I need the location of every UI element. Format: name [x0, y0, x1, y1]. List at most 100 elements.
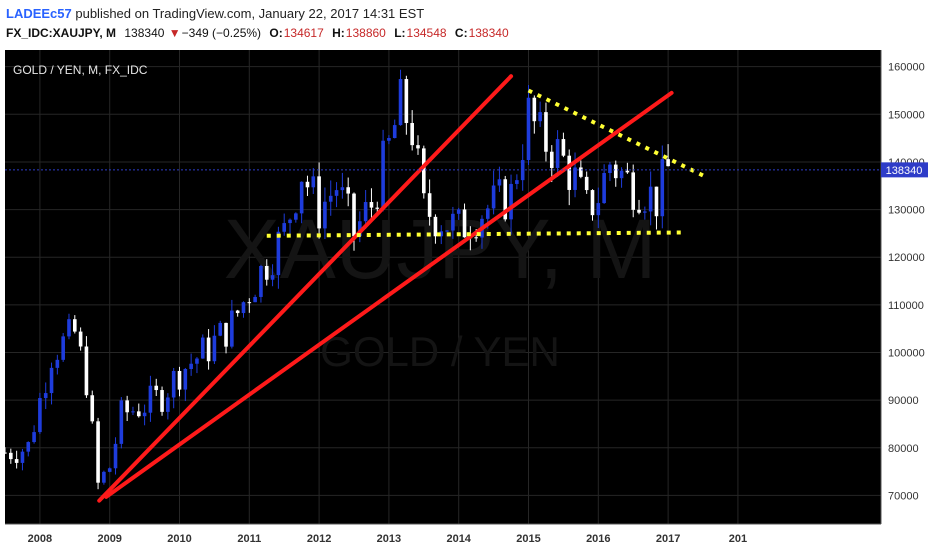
- x-tick-labels: 2008 2009 2010 2011 2012 2013 2014 2015 2016 2017…: [28, 533, 747, 545]
- candle-body: [212, 335, 217, 362]
- candle-body: [294, 213, 298, 220]
- candle-body: [49, 367, 54, 394]
- candle-body: [509, 183, 513, 220]
- open-value: 134617: [283, 26, 324, 40]
- candle-body: [398, 79, 403, 126]
- candle-body: [148, 385, 153, 413]
- x-tick-label: 201: [729, 533, 747, 545]
- candle-body: [666, 159, 670, 167]
- low-label: L:: [394, 26, 406, 40]
- candle-body: [218, 322, 223, 336]
- candle-body: [474, 237, 478, 239]
- candle-body: [619, 170, 624, 179]
- candle-body: [276, 231, 281, 276]
- candle-body: [497, 179, 502, 186]
- candle-body: [131, 411, 135, 413]
- y-axis[interactable]: [881, 50, 932, 524]
- candle-body: [241, 302, 246, 314]
- x-tick-label: 2011: [237, 533, 261, 545]
- candle-body: [602, 173, 606, 204]
- watermark-name: GOLD / YEN: [320, 328, 560, 375]
- trendline: [97, 74, 514, 503]
- candle-body: [369, 202, 374, 208]
- candle-body: [538, 112, 542, 122]
- candle-body: [317, 176, 321, 229]
- candle-body: [183, 369, 188, 390]
- watermark-symbol: XAUJPY, M: [224, 202, 657, 296]
- candle-body: [189, 363, 193, 370]
- candle-body: [375, 207, 380, 209]
- x-tick-label: 2012: [307, 533, 331, 545]
- candle-body: [282, 223, 287, 232]
- candle-body: [526, 97, 531, 161]
- publish-info: LADEEc57 published on TradingView.com, J…: [6, 6, 424, 21]
- candle-body: [404, 79, 409, 124]
- candle-body: [491, 185, 496, 209]
- y-tick-label: 160000: [888, 62, 925, 74]
- x-tick-label: 2016: [586, 533, 610, 545]
- candle-body: [381, 140, 385, 209]
- candle-body: [631, 172, 636, 210]
- y-tick-label: 80000: [888, 443, 919, 455]
- candle-body: [392, 125, 397, 139]
- price-chart[interactable]: XAUJPY, M GOLD / YEN GOLD / YEN, M, FX_I…: [0, 48, 932, 550]
- candle-body: [55, 359, 60, 368]
- last-price-tag: 138340: [881, 162, 928, 178]
- candle-body: [299, 181, 304, 214]
- candle-body: [387, 138, 391, 141]
- candle-body: [567, 155, 572, 190]
- candle-body: [311, 176, 316, 188]
- candle-body: [14, 459, 19, 463]
- candle-body: [206, 337, 211, 362]
- grid: [5, 50, 881, 524]
- candle-body: [346, 187, 350, 194]
- open-label: O:: [269, 26, 283, 40]
- last-price-tag-bg: [881, 162, 928, 178]
- candle-body: [67, 319, 71, 337]
- candle-body: [113, 443, 118, 469]
- candle-body: [90, 395, 95, 422]
- candle-body: [654, 186, 659, 217]
- candle-body: [230, 310, 234, 347]
- candle-body: [579, 167, 583, 177]
- dotted-level: [527, 88, 708, 179]
- candle-body: [235, 310, 240, 314]
- candle-body: [177, 370, 182, 390]
- x-tick-label: 2008: [28, 533, 52, 545]
- candle-body: [32, 432, 36, 443]
- candle-body: [340, 187, 345, 191]
- candle-body: [323, 201, 327, 229]
- candle-body: [3, 452, 7, 454]
- publish-text: published on TradingView.com, January 22…: [71, 6, 425, 21]
- candle-body: [608, 164, 612, 174]
- candle-body: [660, 159, 665, 217]
- candle-body: [410, 123, 414, 146]
- close-value: 138340: [468, 26, 509, 40]
- candle-body: [9, 452, 13, 460]
- x-axis[interactable]: [5, 524, 881, 550]
- x-tick-label: 2017: [656, 533, 680, 545]
- y-tick-label: 90000: [888, 395, 919, 407]
- candle-body: [125, 400, 129, 413]
- author-link[interactable]: LADEEc57: [6, 6, 72, 21]
- candle-body: [154, 385, 159, 391]
- candle-body: [166, 397, 170, 412]
- candle-body: [78, 331, 83, 347]
- candle-body: [422, 148, 426, 194]
- candle-body: [625, 170, 630, 173]
- candle-body: [38, 398, 42, 433]
- trendline: [104, 90, 674, 499]
- candle-body: [102, 471, 106, 483]
- candle-body: [433, 216, 438, 237]
- y-tick-label: 150000: [888, 109, 925, 121]
- y-tick-label: 120000: [888, 252, 925, 264]
- candle-body: [270, 275, 275, 280]
- candle-body: [648, 186, 653, 212]
- change-value: −349 (−0.25%): [181, 26, 262, 40]
- candle-body: [288, 219, 292, 224]
- candle-body: [259, 265, 263, 297]
- candle-body: [195, 358, 199, 364]
- candle-body: [224, 322, 228, 347]
- candle-body: [590, 190, 595, 216]
- quote-line: FX_IDC:XAUJPY, M 138340 ▼−349 (−0.25%) O…: [6, 26, 510, 40]
